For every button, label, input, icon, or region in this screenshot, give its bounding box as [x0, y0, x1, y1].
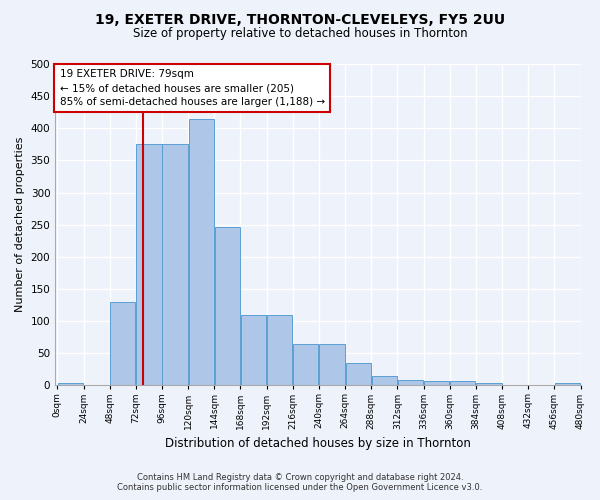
Bar: [319, 344, 344, 386]
Bar: [267, 314, 292, 386]
Bar: [241, 314, 266, 386]
Bar: [188, 118, 214, 386]
Y-axis label: Number of detached properties: Number of detached properties: [15, 137, 25, 312]
Bar: [555, 384, 580, 386]
Bar: [450, 382, 475, 386]
Bar: [371, 376, 397, 386]
Bar: [163, 144, 188, 386]
X-axis label: Distribution of detached houses by size in Thornton: Distribution of detached houses by size …: [165, 437, 471, 450]
Bar: [110, 302, 136, 386]
Bar: [136, 144, 161, 386]
Bar: [424, 382, 449, 386]
Bar: [476, 384, 502, 386]
Text: Size of property relative to detached houses in Thornton: Size of property relative to detached ho…: [133, 28, 467, 40]
Bar: [293, 344, 319, 386]
Bar: [215, 226, 240, 386]
Bar: [58, 384, 83, 386]
Text: 19 EXETER DRIVE: 79sqm
← 15% of detached houses are smaller (205)
85% of semi-de: 19 EXETER DRIVE: 79sqm ← 15% of detached…: [59, 69, 325, 107]
Bar: [398, 380, 423, 386]
Bar: [346, 363, 371, 386]
Text: Contains HM Land Registry data © Crown copyright and database right 2024.
Contai: Contains HM Land Registry data © Crown c…: [118, 473, 482, 492]
Text: 19, EXETER DRIVE, THORNTON-CLEVELEYS, FY5 2UU: 19, EXETER DRIVE, THORNTON-CLEVELEYS, FY…: [95, 12, 505, 26]
